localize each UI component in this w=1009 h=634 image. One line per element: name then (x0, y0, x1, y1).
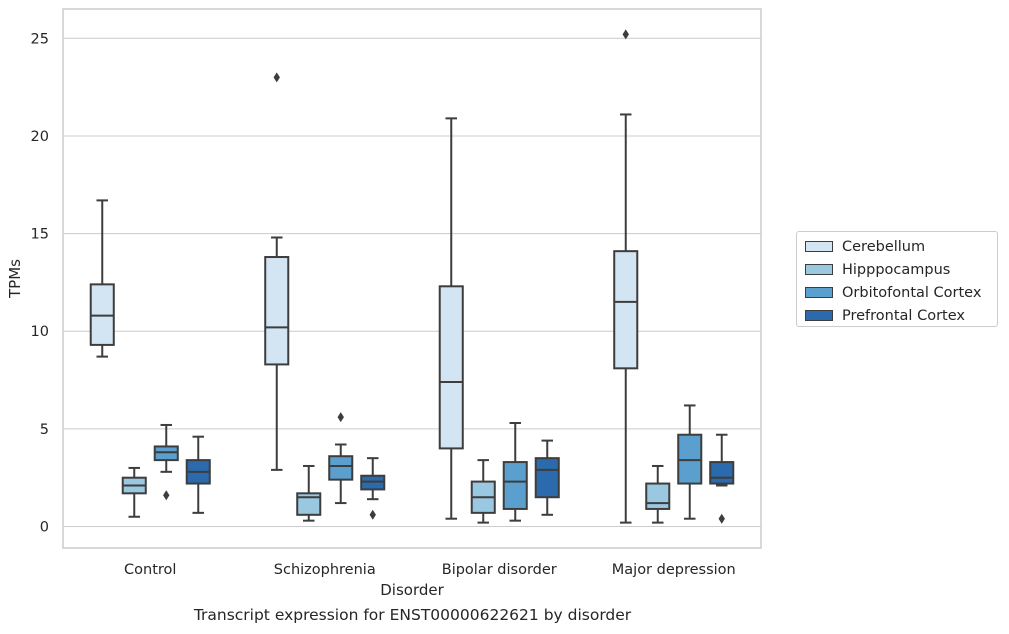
box-2-0 (153, 423, 179, 501)
y-axis-label: TPMs (6, 259, 24, 299)
box-iqr (438, 285, 464, 450)
x-tick-label: Control (124, 562, 176, 578)
box-iqr (534, 457, 560, 499)
outlier-point (622, 29, 629, 40)
box-3-3 (709, 433, 735, 524)
box-0-1 (264, 72, 290, 471)
box-iqr (613, 250, 639, 370)
box-iqr (296, 492, 322, 516)
box-1-2 (470, 459, 496, 524)
legend-swatch (805, 287, 833, 298)
box-1-0 (121, 466, 147, 518)
x-axis-label: Disorder (380, 581, 444, 599)
legend-label: Hipppocampus (842, 261, 951, 278)
legend: Cerebellum Hipppocampus Orbitofontal Cor… (796, 231, 998, 327)
legend-item-cerebellum: Cerebellum (805, 235, 997, 258)
box-1-1 (296, 464, 322, 522)
y-axis-ticks: 0 5 10 15 20 25 (31, 31, 49, 535)
y-tick-label: 10 (31, 324, 49, 340)
box-0-2 (438, 117, 464, 520)
legend-swatch (805, 264, 833, 275)
y-tick-label: 5 (40, 422, 49, 438)
legend-item-hippocampus: Hipppocampus (805, 258, 997, 281)
legend-swatch (805, 310, 833, 321)
box-2-1 (328, 412, 354, 505)
gridlines (63, 37, 761, 528)
y-tick-label: 20 (31, 129, 49, 145)
legend-label: Cerebellum (842, 238, 926, 255)
plot-area-frame (62, 8, 762, 549)
x-tick-label: Major depression (612, 562, 736, 578)
legend-swatch (805, 241, 833, 252)
box-2-3 (677, 404, 703, 520)
box-2-2 (502, 422, 528, 522)
box-0-0 (89, 199, 115, 358)
legend-item-orbitofrontal-cortex: Orbitofontal Cortex (805, 281, 997, 304)
box-iqr (645, 482, 671, 510)
outlier-point (273, 72, 280, 83)
legend-label: Prefrontal Cortex (842, 307, 965, 324)
y-tick-label: 15 (31, 227, 49, 243)
legend-item-prefrontal-cortex: Prefrontal Cortex (805, 304, 997, 327)
x-tick-label: Bipolar disorder (442, 562, 557, 578)
boxes (89, 29, 735, 524)
box-0-3 (613, 29, 639, 524)
outlier-point (718, 513, 725, 524)
x-axis-ticks: Control Schizophrenia Bipolar disorder Majo… (124, 562, 736, 578)
outlier-point (369, 509, 376, 520)
box-1-3 (645, 464, 671, 524)
figure-caption: Transcript expression for ENST0000062262… (193, 606, 632, 624)
box-3-0 (185, 435, 211, 514)
outlier-point (163, 490, 170, 501)
x-tick-label: Schizophrenia (274, 562, 376, 578)
box-iqr (264, 256, 290, 366)
legend-label: Orbitofontal Cortex (842, 284, 982, 301)
box-3-2 (534, 439, 560, 516)
box-iqr (328, 455, 354, 481)
box-iqr (502, 461, 528, 510)
outlier-point (337, 412, 344, 423)
box-3-1 (360, 457, 386, 520)
y-tick-label: 0 (40, 520, 49, 536)
y-tick-label: 25 (31, 31, 49, 47)
box-iqr (709, 461, 735, 485)
